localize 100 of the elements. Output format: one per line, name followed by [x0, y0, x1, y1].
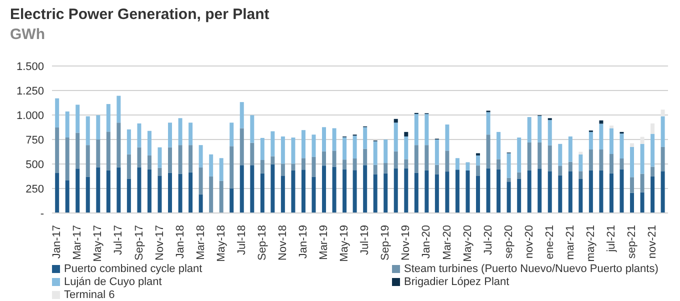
bar — [178, 145, 182, 174]
bar — [260, 160, 264, 174]
bar — [445, 124, 450, 151]
bar — [363, 127, 368, 149]
bar — [548, 120, 552, 146]
bar — [486, 168, 490, 213]
legend-label: Brigadier López Plant — [404, 276, 510, 288]
bar — [209, 176, 214, 213]
bar — [332, 166, 336, 213]
bar — [434, 164, 439, 174]
x-tick-label: sep-20 — [502, 225, 515, 259]
x-tick-label: Jul-17 — [112, 225, 125, 255]
bar — [76, 132, 80, 169]
bar — [240, 102, 244, 128]
bar — [527, 170, 532, 213]
bar — [630, 143, 634, 147]
bar — [517, 138, 522, 172]
bar — [260, 173, 264, 213]
x-tick-label: mar-21 — [564, 225, 576, 260]
bar — [291, 164, 296, 170]
bar — [404, 132, 408, 136]
bar — [660, 171, 665, 213]
bar — [301, 130, 306, 158]
x-tick-label: Jan-19 — [298, 225, 310, 259]
bar — [394, 151, 398, 168]
y-tick-label: - — [40, 208, 44, 220]
x-tick-label: Mar-20 — [441, 225, 454, 260]
bar — [517, 172, 522, 179]
bar — [538, 168, 542, 213]
x-tick-label: Jan-17 — [51, 225, 64, 259]
x-tick-label: Sep-17 — [133, 225, 146, 260]
bar — [373, 164, 378, 174]
x-tick-label: Jan-20 — [420, 225, 433, 259]
bar — [466, 162, 470, 170]
bar — [280, 136, 285, 164]
bar — [373, 141, 378, 165]
bar — [363, 165, 368, 213]
bar — [404, 136, 408, 160]
bar — [106, 104, 110, 132]
bar — [527, 117, 532, 142]
bar — [640, 136, 644, 144]
x-tick-label: nov-20 — [523, 225, 536, 259]
bar — [568, 136, 572, 162]
x-tick-label: may-21 — [585, 225, 597, 262]
bar — [106, 132, 110, 170]
bar — [250, 165, 254, 213]
x-tick-label: Sep-18 — [256, 225, 268, 260]
bar — [55, 173, 60, 213]
bar — [178, 174, 182, 213]
bar — [342, 137, 347, 160]
x-tick-label: May-20 — [462, 225, 474, 262]
bar — [322, 127, 326, 152]
bar — [660, 110, 665, 116]
bar — [137, 167, 142, 213]
bar — [188, 145, 193, 172]
bar — [198, 194, 203, 213]
bar — [116, 122, 121, 168]
bar — [352, 170, 357, 213]
bar — [198, 145, 203, 168]
x-tick-label: Nov-17 — [154, 225, 166, 260]
bar — [630, 177, 634, 193]
bar — [209, 154, 214, 176]
bar — [147, 169, 152, 213]
bar — [137, 147, 142, 168]
bar — [414, 172, 418, 213]
bar — [394, 168, 398, 213]
bar — [240, 165, 244, 213]
bar — [312, 176, 316, 213]
bar — [486, 112, 490, 135]
bar — [599, 149, 604, 170]
bar — [86, 116, 90, 146]
bar — [312, 156, 316, 177]
bar — [86, 145, 90, 177]
bar — [609, 173, 614, 213]
bar — [434, 174, 439, 213]
legend-label: Steam turbines (Puerto Nuevo/Nuevo Puerto plants) — [404, 263, 658, 275]
y-tick-label: 500 — [26, 158, 44, 171]
bar — [230, 122, 234, 146]
bar — [260, 138, 264, 160]
bar — [558, 144, 562, 166]
bar — [548, 171, 552, 213]
bar — [96, 140, 100, 168]
bar — [158, 176, 162, 213]
bar — [599, 120, 604, 124]
bar — [496, 132, 501, 160]
bar — [65, 111, 70, 138]
bar — [65, 138, 70, 180]
x-tick-label: Nov-18 — [277, 225, 289, 260]
bar — [578, 154, 583, 172]
bar — [548, 145, 552, 172]
bar — [424, 145, 429, 170]
bar — [445, 150, 450, 172]
x-tick-label: Sep-19 — [380, 225, 392, 260]
bar — [332, 150, 336, 167]
bar — [404, 159, 408, 168]
bar — [660, 116, 665, 147]
bar — [578, 171, 583, 179]
chart-title: Electric Power Generation, per Plant — [10, 6, 270, 23]
x-tick-label: May-18 — [215, 225, 228, 262]
chart-subtitle: GWh — [10, 26, 45, 43]
